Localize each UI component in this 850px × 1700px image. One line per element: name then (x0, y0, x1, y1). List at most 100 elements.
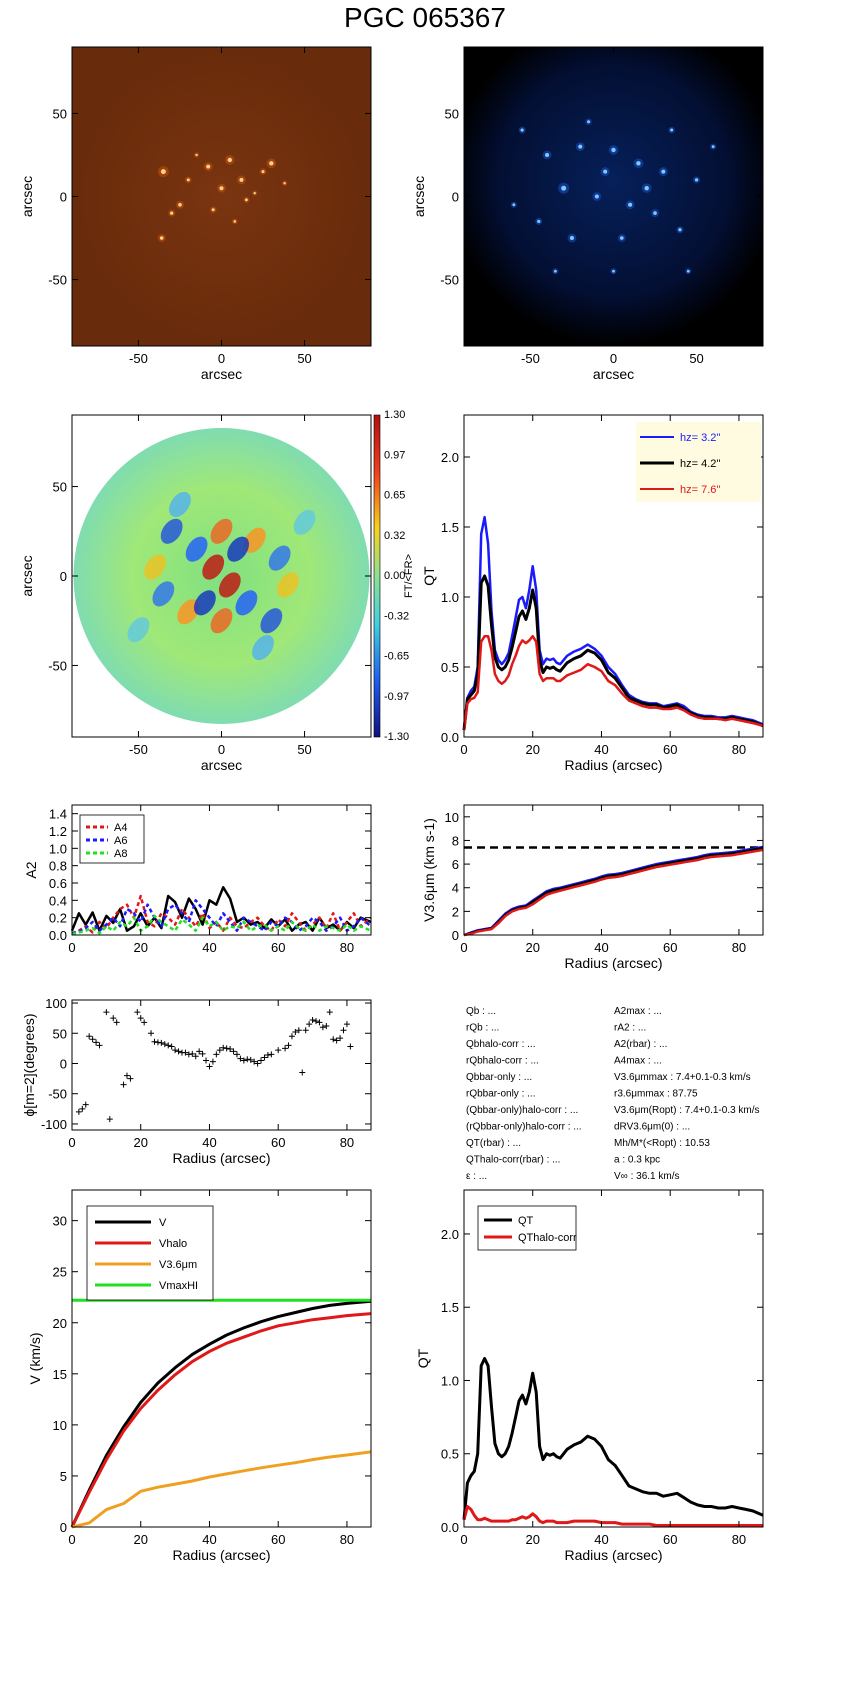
x-tick-label: 80 (340, 940, 354, 955)
y-tick-label: 2 (452, 904, 459, 919)
legend-label: hz= 7.6'' (680, 484, 721, 496)
y-tick-label: 0.5 (441, 1447, 459, 1462)
y-tick-label: 8 (452, 833, 459, 848)
x-tick-label: 40 (202, 1532, 216, 1547)
scatter-point (123, 1072, 130, 1079)
colorbar-tick-label: -1.30 (384, 731, 409, 743)
x-tick-label: 80 (732, 742, 746, 757)
plot-frame (71, 804, 372, 936)
y-tick-label: 0 (452, 928, 459, 943)
x-axis-label: Radius (arcsec) (564, 757, 662, 773)
image-blob (195, 153, 198, 157)
legend-label: A4 (114, 822, 127, 834)
ratio-blob (177, 599, 200, 625)
img_right-panel: -50 0 50 -50 0 50 arcsec arcsec (411, 46, 764, 382)
y-tick-label: 1.5 (441, 1300, 459, 1315)
scatter-point (89, 1036, 96, 1043)
ratio-blob (210, 608, 233, 634)
image-blob (578, 144, 583, 149)
image-blob (628, 202, 633, 207)
y-tick-label: 10 (445, 810, 459, 825)
scatter-point (110, 1015, 117, 1022)
ratio-blob (243, 527, 266, 553)
y-tick-label: 1.2 (49, 824, 67, 839)
scatter-point (337, 1035, 344, 1042)
image-blob (178, 203, 182, 207)
x-tick-label: 80 (340, 1532, 354, 1547)
scatter-point (313, 1018, 320, 1025)
x-tick-label: 50 (297, 351, 311, 366)
x-tick-label: 0 (460, 1532, 467, 1547)
scatter-point (182, 1049, 189, 1056)
series-line (462, 515, 764, 731)
image-blob (269, 161, 274, 166)
ratio-blob (185, 536, 208, 562)
info-left-line: Qbbar-only : ... (466, 1072, 532, 1083)
x-tick-label: 50 (689, 351, 703, 366)
ratio-blob (127, 617, 150, 643)
scatter-point (333, 1037, 340, 1044)
scatter-point (288, 1033, 295, 1040)
info-right-line: Mh/M*(<Ropt) : 10.53 (614, 1138, 710, 1149)
ratio-blob (268, 545, 291, 571)
colorbar-tick-label: 0.97 (384, 449, 405, 461)
plot-frame (463, 1189, 764, 1528)
y-tick-label: 0.8 (49, 859, 67, 874)
x-tick-label: -50 (129, 351, 148, 366)
scatter-point (343, 1021, 350, 1028)
legend-label: A8 (114, 848, 127, 860)
legend-label: hz= 4.2'' (680, 458, 721, 470)
series-line (462, 574, 764, 731)
y-tick-label: 0 (60, 1520, 67, 1535)
series-line (462, 1505, 763, 1527)
scatter-point (319, 1024, 326, 1031)
y-tick-label: 0.0 (441, 730, 459, 745)
y-tick-label: -100 (41, 1117, 67, 1132)
x-tick-label: 60 (271, 940, 285, 955)
scatter-point (158, 1039, 165, 1046)
image-blob (603, 169, 608, 174)
ratio-blob (218, 572, 241, 598)
scatter-point (323, 1023, 330, 1029)
scatter-point (196, 1048, 203, 1055)
legend-label: Vhalo (159, 1238, 187, 1250)
image-blob (653, 211, 657, 215)
colorbar (373, 414, 381, 738)
y-tick-label: 1.5 (441, 520, 459, 535)
scatter-point (309, 1016, 316, 1023)
x-tick-label: 0 (218, 742, 225, 757)
x-tick-label: 80 (732, 940, 746, 955)
y-tick-label: 0.2 (49, 911, 67, 926)
plot-frame (71, 999, 372, 1131)
ratio-blob (235, 590, 258, 616)
image-blob (537, 219, 541, 224)
y-tick-label: 6 (452, 857, 459, 872)
image-blob (206, 164, 211, 169)
image-blob (612, 269, 615, 273)
y-axis-label: QT (421, 566, 437, 586)
scatter-point (268, 1051, 275, 1058)
scatter-point (137, 1015, 144, 1022)
series-line (70, 1299, 372, 1528)
x-tick-label: 0 (460, 742, 467, 757)
series-line (462, 1357, 764, 1520)
info-left-line: ε : ... (466, 1171, 487, 1182)
info-left-line: rQbbar-only : ... (466, 1089, 535, 1100)
scatter-point (292, 1029, 299, 1036)
legend-box (477, 1205, 577, 1251)
x-tick-label: 40 (202, 1135, 216, 1150)
y-tick-label: 20 (53, 1316, 67, 1331)
scatter-point (264, 1052, 271, 1059)
info-right-line: A2max : ... (614, 1006, 662, 1017)
scatter-point (86, 1033, 93, 1040)
y-tick-label: 10 (53, 1418, 67, 1433)
info-left-line: rQbhalo-corr : ... (466, 1056, 539, 1067)
scatter-point (203, 1057, 210, 1064)
x-tick-label: 80 (732, 1532, 746, 1547)
legend-label: V (159, 1217, 167, 1229)
x-axis-label: arcsec (201, 757, 242, 773)
series-line (463, 848, 764, 937)
qt_halo-panel: 0 20 40 60 80 0.0 0.5 1.0 1.5 2.0 Radius (arcsec) Q… (415, 1189, 764, 1563)
colorbar-tick-label: -0.97 (384, 691, 409, 703)
scatter-point (244, 1056, 251, 1063)
